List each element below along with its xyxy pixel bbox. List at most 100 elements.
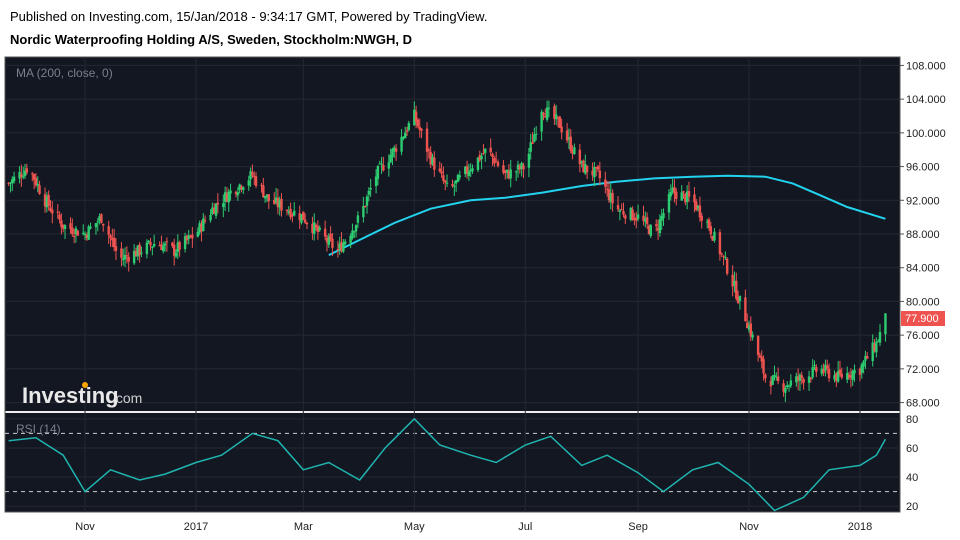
candle-body: [622, 211, 625, 215]
candle-body: [580, 161, 583, 163]
candle-body: [394, 148, 398, 152]
candle-body: [565, 130, 569, 141]
candle-body: [771, 375, 774, 385]
candle-body: [254, 176, 258, 186]
candle-body: [464, 166, 467, 174]
candle-body: [74, 228, 78, 235]
candle-body: [849, 375, 853, 378]
candle-body: [58, 214, 61, 220]
rsi-pane-background: [5, 413, 900, 512]
candle-body: [647, 225, 651, 235]
candle-body: [636, 214, 640, 219]
candle-body: [96, 221, 99, 223]
candle-body: [343, 241, 347, 245]
candle-body: [314, 224, 318, 228]
candle-body: [838, 369, 842, 374]
candle-body: [267, 194, 270, 202]
candle-body: [85, 234, 89, 239]
candle-body: [671, 187, 674, 192]
candle-body: [758, 355, 762, 358]
candle-body: [287, 211, 290, 213]
candle-body: [465, 166, 469, 174]
candle-body: [198, 223, 201, 233]
candle-body: [276, 197, 280, 208]
candle-body: [147, 240, 150, 243]
candle-body: [534, 133, 538, 135]
candle-body: [280, 198, 283, 211]
candle-body: [200, 223, 203, 232]
candle-body: [69, 223, 72, 229]
candle-body: [327, 236, 331, 245]
candle-body: [533, 134, 536, 142]
candle-body: [684, 193, 687, 203]
candle-body: [784, 388, 787, 393]
candle-body: [18, 171, 21, 179]
candle-body: [431, 156, 434, 165]
candle-body: [456, 174, 460, 182]
candle-body: [253, 175, 256, 177]
candle-body: [162, 245, 165, 252]
candle-body: [522, 165, 525, 170]
price-tick-label: 108.000: [906, 60, 946, 72]
rsi-tick-label: 80: [906, 414, 918, 426]
candle-body: [775, 376, 778, 378]
candle-body: [325, 237, 329, 243]
candle-body: [669, 192, 672, 197]
candle-body: [756, 335, 760, 355]
candle-body: [414, 111, 418, 122]
candle-body: [112, 237, 116, 248]
candle-body: [749, 323, 753, 337]
candle-body: [604, 179, 607, 187]
candle-body: [682, 191, 685, 193]
candle-body: [673, 187, 676, 194]
candle-body: [873, 343, 876, 352]
candle-body: [680, 192, 683, 201]
candle-body: [735, 280, 738, 299]
candle-body: [445, 182, 449, 184]
candle-body: [736, 297, 740, 303]
watermark-suffix: .com: [112, 390, 142, 406]
candle-body: [573, 147, 576, 154]
candle-body: [815, 367, 818, 372]
candle-body: [491, 153, 494, 158]
candle-body: [222, 203, 225, 208]
candle-body: [45, 196, 49, 208]
candle-body: [675, 191, 678, 200]
candle-body: [316, 226, 320, 233]
candle-body: [558, 116, 562, 128]
candle-body: [387, 162, 391, 169]
candle-body: [89, 226, 92, 229]
candle-body: [876, 341, 880, 343]
candle-body: [807, 376, 811, 383]
candle-body: [407, 123, 411, 131]
candle-body: [633, 218, 636, 220]
candle-body: [858, 368, 862, 375]
candle-body: [700, 215, 703, 221]
candle-body: [713, 231, 716, 241]
candle-body: [720, 253, 723, 255]
ma-indicator-label: MA (200, close, 0): [16, 66, 113, 80]
candle-body: [507, 170, 511, 179]
candle-body: [21, 176, 25, 178]
candle-body: [285, 209, 289, 211]
candle-body: [229, 190, 232, 194]
candle-body: [225, 193, 229, 202]
candle-body: [698, 205, 702, 218]
candle-body: [875, 341, 878, 353]
candle-body: [493, 157, 496, 164]
candle-body: [556, 116, 560, 119]
candle-body: [454, 180, 458, 184]
candle-body: [489, 147, 492, 153]
candle-body: [83, 234, 87, 236]
candle-body: [800, 375, 803, 379]
candle-body: [509, 169, 512, 179]
candle-body: [300, 214, 303, 223]
candle-body: [60, 220, 63, 227]
candle-body: [826, 365, 829, 369]
candle-body: [655, 224, 658, 227]
candle-body: [127, 256, 130, 262]
candle-body: [291, 215, 294, 217]
candle-body: [502, 165, 505, 173]
candle-body: [32, 174, 36, 180]
